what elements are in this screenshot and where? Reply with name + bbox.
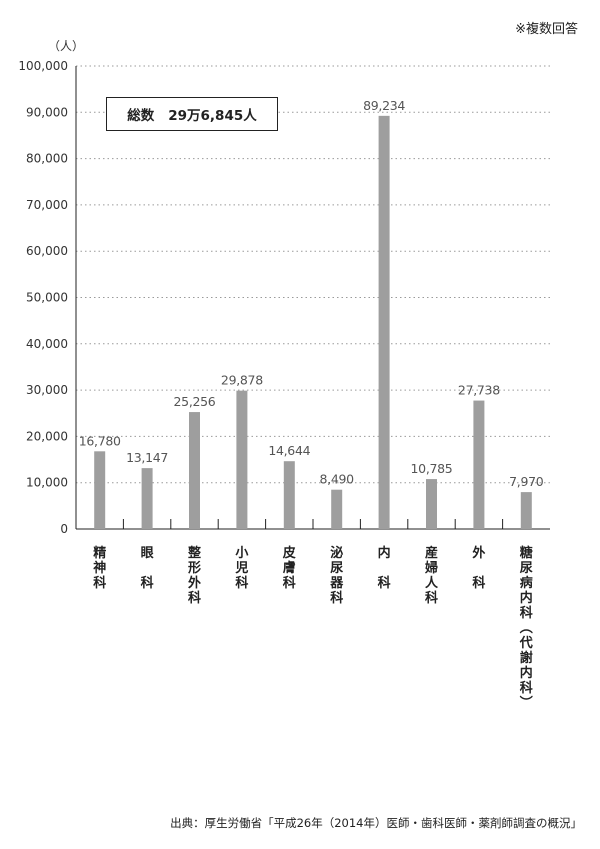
y-tick-label: 100,000	[18, 59, 68, 73]
category-label-char: 婦	[424, 560, 438, 576]
bar	[331, 489, 343, 529]
bar	[378, 115, 390, 529]
category-label-char: 科	[188, 590, 201, 606]
category-label-char: 膚	[283, 560, 296, 576]
category-label-char: 科	[235, 575, 248, 591]
bar-value-label: 14,644	[268, 443, 310, 458]
category-label-char: 器	[329, 576, 344, 591]
category-label-char: 尿	[520, 561, 533, 576]
total-box: 総数 29万6,845人	[106, 97, 278, 131]
category-label-char: 科	[378, 575, 391, 591]
category-label-char: 代	[519, 635, 533, 651]
y-tick-label: 40,000	[26, 337, 68, 351]
y-tick-label: 60,000	[26, 244, 68, 258]
category-label-char: 小	[235, 546, 248, 561]
y-tick-label: 80,000	[26, 152, 68, 166]
category-label-char: 産	[425, 545, 438, 561]
bar-value-label: 7,970	[509, 474, 544, 489]
bar	[283, 461, 295, 529]
y-tick-label: 50,000	[26, 291, 68, 305]
bar-value-label: 13,147	[126, 450, 168, 465]
bar	[426, 479, 437, 529]
category-label-char: 科	[425, 590, 438, 606]
multiple-answer-note: ※複数回答	[515, 22, 578, 37]
y-tick-label: 70,000	[26, 198, 68, 212]
category-label-char: 整	[187, 545, 202, 561]
category-label-char: 科	[93, 575, 106, 591]
category-label-char: 科	[283, 575, 296, 591]
category-label-char: 皮	[282, 545, 296, 561]
y-tick-label: 90,000	[26, 105, 68, 119]
y-tick-label: 20,000	[26, 429, 68, 443]
category-label-char: ︶	[519, 695, 533, 711]
category-label-char: 外	[187, 575, 201, 591]
category-label-char: 糖	[520, 545, 533, 561]
bar-value-label: 25,256	[174, 394, 216, 409]
source-citation: 出典：厚生労働省「平成26年（2014年）医師・歯科医師・薬剤師調査の概況」	[170, 816, 582, 830]
category-label-char: 形	[188, 561, 201, 576]
y-tick-label: 30,000	[26, 383, 68, 397]
category-label-char: 科	[472, 575, 485, 591]
y-tick-label: 0	[60, 522, 68, 536]
category-label-char: 内	[520, 665, 533, 681]
bar	[236, 390, 248, 529]
category-label-char: 児	[234, 561, 248, 576]
bar-value-label: 10,785	[411, 461, 453, 476]
bar	[189, 412, 200, 529]
category-label-char: 謝	[520, 650, 533, 666]
category-label-char: 科	[330, 590, 343, 606]
bar-value-label: 8,490	[320, 472, 355, 487]
category-label-char: 泌	[330, 545, 343, 561]
category-label-char: 科	[520, 605, 533, 621]
bar	[520, 492, 532, 529]
category-label-char: ︵	[519, 621, 533, 636]
bar-value-label: 16,780	[79, 433, 121, 448]
bar-value-label: 29,878	[221, 373, 263, 388]
total-value: 29万6,845人	[168, 108, 257, 124]
category-label-char: 精	[93, 545, 106, 561]
category-label-char: 人	[425, 575, 439, 591]
category-label-char: 科	[520, 680, 533, 696]
category-label-char: 内	[520, 590, 533, 606]
category-label-char: 神	[93, 560, 106, 576]
category-label-char: 眼	[141, 546, 155, 561]
bar	[473, 400, 485, 529]
y-tick-label: 10,000	[26, 476, 68, 490]
total-label: 総数	[127, 108, 155, 124]
bar	[94, 451, 106, 529]
category-label-char: 科	[141, 575, 154, 591]
bar-value-label: 27,738	[458, 383, 500, 398]
bar-value-label: 89,234	[363, 98, 405, 113]
bar	[141, 468, 153, 529]
y-unit-label: （人）	[48, 39, 84, 53]
category-label-char: 尿	[330, 561, 343, 576]
category-label-char: 内	[378, 545, 391, 561]
category-label-char: 外	[471, 545, 485, 561]
category-label-char: 病	[520, 575, 533, 591]
